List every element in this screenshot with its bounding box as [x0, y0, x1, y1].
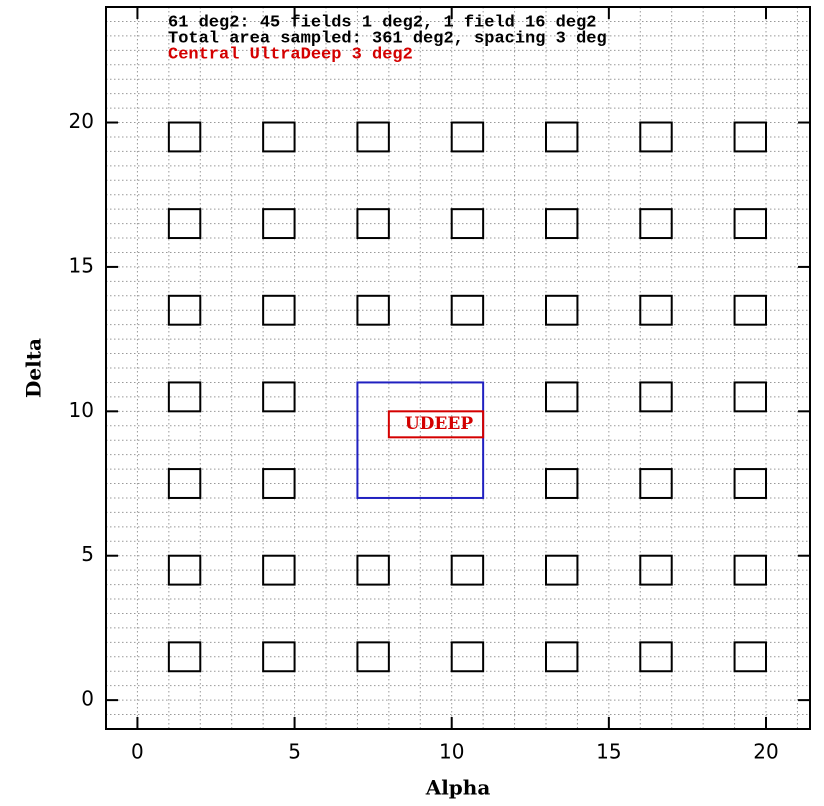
- y-tick-label: 10: [69, 398, 94, 422]
- field: [545, 121, 579, 153]
- field: [639, 294, 673, 326]
- annotation: 61 deg2: 45 fields 1 deg2, 1 field 16 de…: [168, 13, 596, 32]
- field: [356, 641, 390, 673]
- field: [262, 121, 296, 153]
- field: [545, 554, 579, 586]
- region: [387, 410, 485, 439]
- field: [733, 208, 767, 240]
- field: [356, 208, 390, 240]
- field: [356, 554, 390, 586]
- x-tick-label: 10: [439, 740, 464, 764]
- y-tick-label: 0: [81, 687, 94, 711]
- field: [545, 381, 579, 413]
- field: [639, 468, 673, 499]
- field: [167, 294, 202, 326]
- field: [639, 208, 673, 240]
- y-tick-label: 20: [69, 109, 94, 133]
- field: [639, 121, 673, 153]
- field: [450, 641, 485, 673]
- annotation: Total area sampled: 361 deg2, spacing 3 …: [168, 29, 607, 48]
- field: [356, 294, 390, 326]
- annotation: Central UltraDeep 3 deg2: [168, 45, 413, 64]
- x-tick-label: 20: [753, 740, 778, 764]
- field: [733, 641, 767, 673]
- field: [450, 121, 485, 153]
- field: [262, 468, 296, 499]
- field: [356, 121, 390, 153]
- field: [733, 554, 767, 586]
- x-axis-label: Alpha: [425, 776, 491, 800]
- field: [545, 208, 579, 240]
- field: [639, 381, 673, 413]
- y-tick-label: 15: [69, 253, 94, 277]
- y-tick-label: 5: [81, 542, 94, 566]
- field: [450, 208, 485, 240]
- field: [262, 641, 296, 673]
- field: [733, 294, 767, 326]
- field: [639, 554, 673, 586]
- field: [262, 208, 296, 240]
- field: [167, 208, 202, 240]
- region-label: UDEEP: [405, 414, 473, 434]
- field: [262, 294, 296, 326]
- field: [733, 468, 767, 499]
- x-tick-label: 15: [596, 740, 621, 764]
- field: [545, 468, 579, 499]
- field: [639, 641, 673, 673]
- x-tick-label: 5: [288, 740, 301, 764]
- field: [450, 294, 485, 326]
- x-tick-label: 0: [131, 740, 144, 764]
- field: [262, 554, 296, 586]
- field: [733, 381, 767, 413]
- field: [545, 641, 579, 673]
- field: [167, 468, 202, 499]
- region: [356, 381, 485, 499]
- y-axis-label: Delta: [22, 338, 46, 398]
- plot-frame: [105, 6, 811, 730]
- field: [167, 381, 202, 413]
- field: [167, 554, 202, 586]
- field: [545, 294, 579, 326]
- field: [167, 641, 202, 673]
- field: [733, 121, 767, 153]
- field: [167, 121, 202, 153]
- field: [450, 554, 485, 586]
- field: [262, 381, 296, 413]
